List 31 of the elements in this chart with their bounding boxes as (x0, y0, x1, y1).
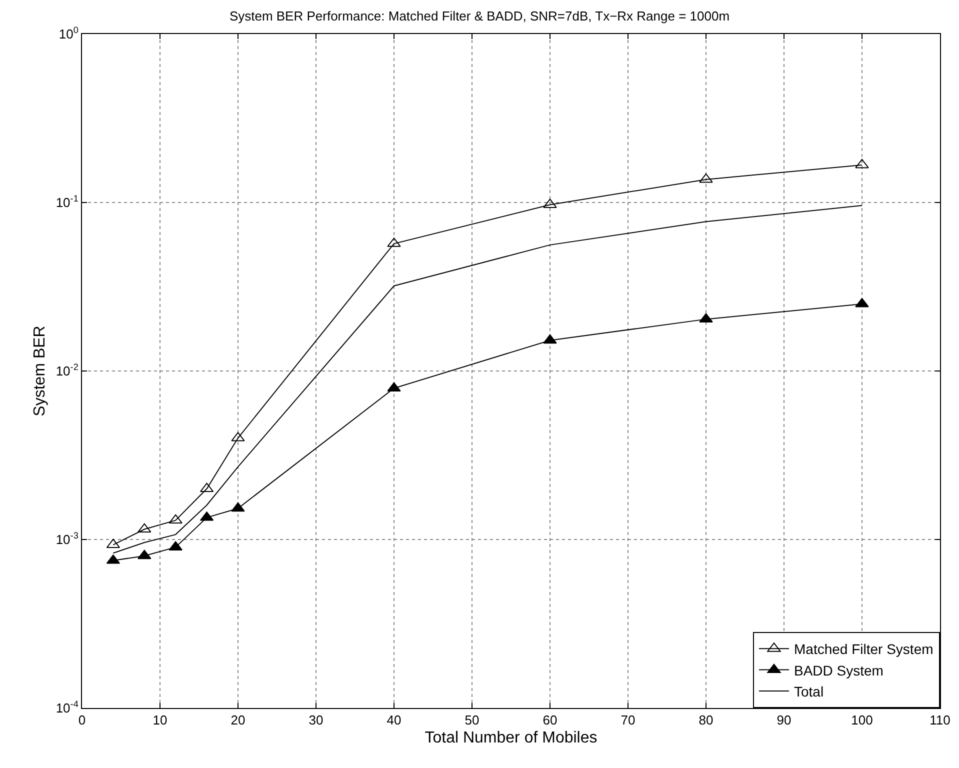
y-tick-label: 10$^{-3}$ (56, 530, 78, 548)
x-tick-label: 30 (308, 712, 324, 728)
x-tick-label: 70 (620, 712, 636, 728)
x-tick-label: 40 (386, 712, 402, 728)
point (699, 173, 713, 183)
x-tick-label: 80 (698, 712, 714, 728)
legend-label: Matched Filter System (794, 641, 934, 658)
x-axis-title: Total Number of Mobiles (424, 729, 598, 746)
legend-label: BADD System (794, 662, 884, 678)
y-tick-label: 10$^{-4}$ (56, 699, 78, 716)
x-tick-label: 100 (851, 712, 873, 728)
x-tick-label: 90 (776, 712, 792, 728)
y-tick-label: 10$^{0}$ (58, 25, 78, 42)
x-tick-label: 0 (78, 712, 86, 728)
y-tick-label: 10$^{-1}$ (56, 194, 78, 210)
point (138, 523, 152, 533)
point (231, 502, 245, 512)
x-tick-label: 50 (464, 712, 480, 728)
x-tick-label: 20 (230, 712, 246, 728)
chart-title: System BER Performance: Matched Filter & BADD, SNR=7dB, Tx−Rx Range = 1000m (229, 8, 730, 24)
y-axis-title: System BER (32, 326, 49, 416)
point (138, 550, 152, 560)
point (855, 158, 869, 168)
point (855, 298, 869, 308)
y-tick-label: 10$^{-2}$ (56, 362, 78, 379)
x-tick-label: 60 (542, 712, 558, 728)
point (168, 514, 182, 524)
legend-label: Total (794, 683, 824, 700)
x-tick-label: 10 (152, 712, 168, 728)
point (543, 334, 557, 344)
x-tick-label: 110 (930, 712, 950, 728)
